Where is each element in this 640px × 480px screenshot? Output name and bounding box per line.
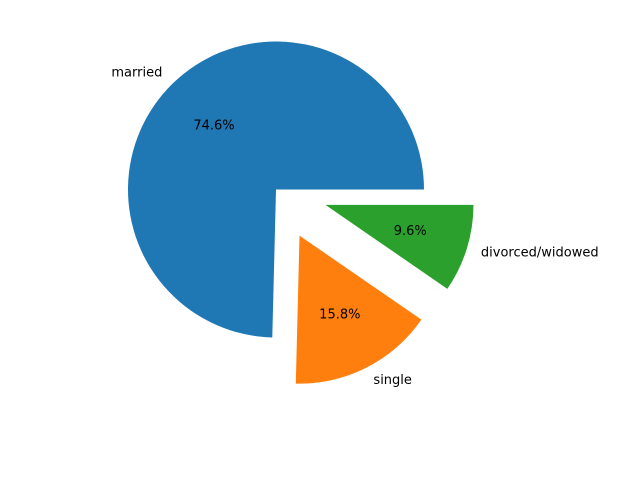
pie-slice-single xyxy=(295,235,422,384)
pie-labels: married 74.6% single 15.8% divorced/widowed 9… xyxy=(111,65,598,388)
slice-label-divorced-widowed: divorced/widowed xyxy=(481,246,599,261)
pct-label-married: 74.6% xyxy=(193,118,234,133)
pie-slice-divorced-widowed xyxy=(325,204,474,289)
pct-label-single: 15.8% xyxy=(319,307,360,322)
pie-slices xyxy=(127,41,474,384)
slice-label-married: married xyxy=(111,65,162,80)
pct-label-divorced-widowed: 9.6% xyxy=(394,224,427,239)
slice-label-single: single xyxy=(373,373,412,388)
pie-slice-married xyxy=(127,41,424,338)
